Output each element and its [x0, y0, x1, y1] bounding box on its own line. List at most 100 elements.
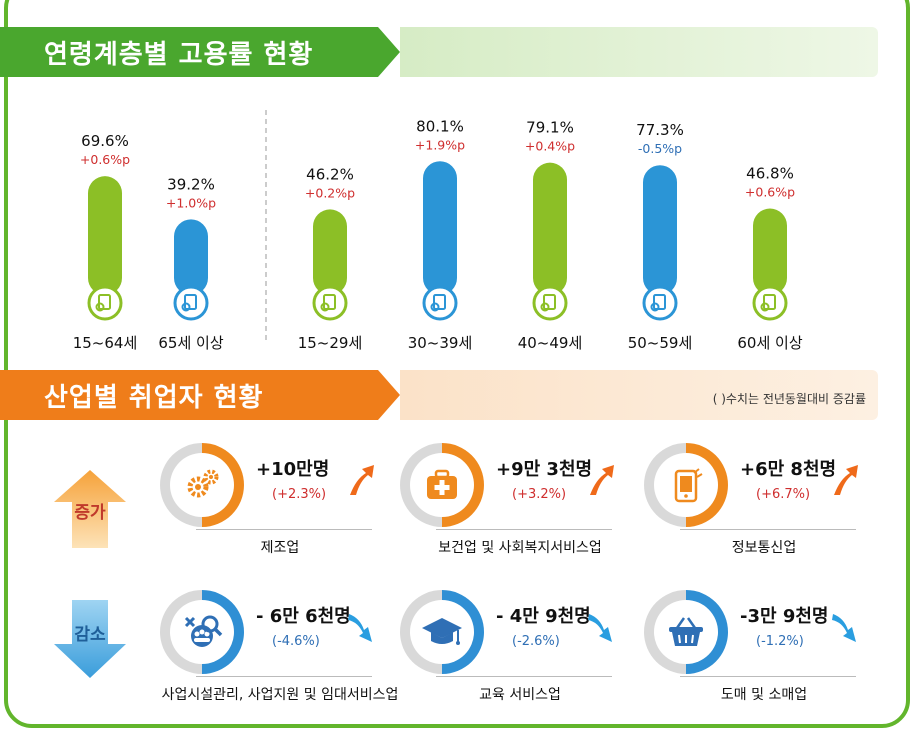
document-search-icon: [312, 285, 348, 321]
down-arrow-icon: [348, 614, 372, 642]
document-icon-lens: [95, 302, 105, 312]
bar-value-label: 46.8%: [746, 165, 794, 183]
ring-chart: [400, 443, 484, 527]
industry-name: 교육 서비스업: [479, 687, 561, 703]
bar-value-label: 77.3%: [636, 121, 684, 139]
document-icon-page: [433, 294, 446, 310]
section2-banner-fade: [400, 370, 878, 420]
document-icon-lens: [650, 302, 660, 312]
document-search-icon: [173, 285, 209, 321]
document-icon-page: [653, 294, 666, 310]
document-icon-lens: [540, 302, 550, 312]
document-search-icon: [532, 285, 568, 321]
category-label: 40~49세: [518, 334, 583, 352]
industry-pct: (-1.2%): [756, 634, 804, 649]
section1-banner: 연령계층별 고용률 현황: [0, 27, 400, 77]
bar: [533, 162, 567, 295]
industry-name: 정보통신업: [731, 540, 797, 556]
gears-icon: [187, 469, 219, 498]
mobile-phone-icon: [674, 468, 703, 503]
industry-pct: (-4.6%): [272, 634, 320, 649]
industry-value: -3만 9천명: [740, 606, 829, 627]
industry-pct: (-2.6%): [512, 634, 560, 649]
down-arrow-icon: [588, 614, 612, 642]
item-divider: [436, 529, 612, 530]
document-search-icon: [752, 285, 788, 321]
industry-name: 보건업 및 사회복지서비스업: [438, 540, 602, 556]
document-icon-page: [323, 294, 336, 310]
document-icon-lens: [760, 302, 770, 312]
employment-rate-chart: 69.6% +0.6%p 15~64세 39.2% +1.0%p 65세 이상 46.2% +…: [73, 110, 803, 352]
document-icon-page: [184, 294, 197, 310]
decrease-tag-label: 감소: [74, 625, 106, 645]
bar-value-label: 39.2%: [167, 175, 215, 193]
industry-item-education: - 4만 9천명 (-2.6%) 교육 서비스업: [400, 590, 630, 703]
document-icon-page: [763, 294, 776, 310]
category-label: 30~39세: [408, 334, 473, 352]
industry-value: +9만 3천명: [496, 459, 593, 480]
ring-chart: [400, 590, 484, 674]
tools-people-icon: [184, 615, 223, 647]
section2-note: ( )수치는 전년동월대비 증감률: [712, 392, 866, 406]
section2-banner: 산업별 취업자 현황: [0, 370, 400, 420]
outer-frame: [4, 0, 910, 728]
industry-item-retail: -3만 9천명 (-1.2%) 도매 및 소매업: [644, 590, 874, 703]
bar-change-label: +0.6%p: [745, 185, 795, 200]
document-icon-lens: [320, 302, 330, 312]
industry-name: 제조업: [260, 540, 300, 556]
industry-value: - 4만 9천명: [496, 606, 591, 627]
bar-value-label: 69.6%: [81, 132, 129, 150]
up-arrow-icon: [590, 465, 614, 495]
category-label: 15~64세: [73, 334, 138, 352]
industry-pct: (+3.2%): [512, 487, 567, 502]
bar: [423, 161, 457, 295]
industry-item-manufacturing: +10만명 (+2.3%) 제조업: [160, 443, 390, 556]
bar-change-label: +0.4%p: [525, 139, 575, 154]
bar-change-label: +1.0%p: [166, 195, 216, 210]
up-block-arrow-icon: [54, 470, 126, 548]
category-label: 50~59세: [628, 334, 693, 352]
item-divider: [436, 676, 612, 677]
document-icon-lens: [181, 302, 191, 312]
industry-item-business-support: - 6만 6천명 (-4.6%) 사업시설관리, 사업지원 및 임대서비스업: [160, 590, 398, 703]
industry-pct: (+6.7%): [756, 487, 811, 502]
decrease-tag: 감소: [52, 598, 128, 680]
document-icon-page: [543, 294, 556, 310]
industry-value: - 6만 6천명: [256, 606, 351, 627]
medical-kit-icon: [427, 469, 457, 499]
document-icon-page: [98, 294, 111, 310]
up-arrow-icon: [834, 465, 858, 495]
bar: [753, 208, 787, 295]
bar-value-label: 79.1%: [526, 119, 574, 137]
ring-chart: [160, 590, 244, 674]
ring-chart: [644, 443, 728, 527]
category-label: 65세 이상: [158, 334, 223, 352]
bar-change-label: +0.2%p: [305, 185, 355, 200]
industry-item-ict: +6만 8천명 (+6.7%) 정보통신업: [644, 443, 874, 556]
item-divider: [680, 529, 856, 530]
bar-value-label: 46.2%: [306, 165, 354, 183]
bar-change-label: +1.9%p: [415, 137, 465, 152]
category-label: 60세 이상: [737, 334, 802, 352]
document-search-icon: [422, 285, 458, 321]
item-divider: [196, 676, 372, 677]
up-arrow-icon: [350, 465, 374, 495]
section1-title: 연령계층별 고용률 현황: [44, 39, 314, 70]
down-block-arrow-icon: [54, 600, 126, 678]
bar: [88, 176, 122, 295]
increase-tag: 증가: [52, 468, 128, 550]
bar-change-label: +0.6%p: [80, 152, 130, 167]
industry-item-health: +9만 3천명 (+3.2%) 보건업 및 사회복지서비스업: [400, 443, 630, 556]
industry-name: 사업시설관리, 사업지원 및 임대서비스업: [161, 687, 399, 703]
document-search-icon: [642, 285, 678, 321]
bar: [643, 165, 677, 295]
bar: [174, 219, 208, 295]
ring-chart: [644, 590, 728, 674]
shopping-basket-icon: [669, 617, 703, 646]
document-icon-lens: [430, 302, 440, 312]
industry-value: +6만 8천명: [740, 459, 837, 480]
section1-banner-fade: [400, 27, 878, 77]
graduation-cap-icon: [422, 618, 462, 645]
bar-change-label: -0.5%p: [638, 141, 682, 156]
section2-title: 산업별 취업자 현황: [44, 382, 264, 413]
